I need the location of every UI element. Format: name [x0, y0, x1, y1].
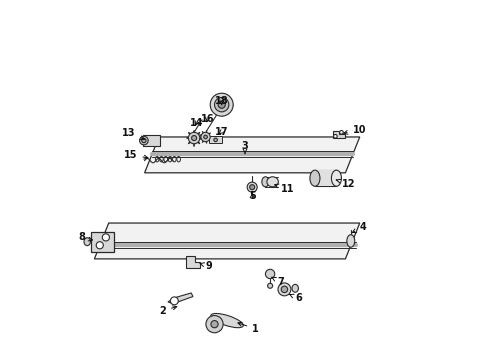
Circle shape — [334, 134, 337, 138]
Ellipse shape — [331, 170, 342, 186]
Text: 8: 8 — [78, 232, 93, 242]
Polygon shape — [168, 293, 193, 304]
Bar — [209, 136, 222, 143]
Circle shape — [142, 138, 146, 143]
Circle shape — [281, 286, 288, 293]
Ellipse shape — [347, 235, 355, 247]
Circle shape — [215, 98, 229, 112]
Circle shape — [206, 316, 223, 333]
Ellipse shape — [262, 177, 269, 187]
Circle shape — [340, 131, 343, 134]
Polygon shape — [145, 137, 360, 173]
Circle shape — [140, 136, 148, 145]
Text: 17: 17 — [215, 127, 228, 136]
Ellipse shape — [292, 284, 298, 292]
Circle shape — [278, 283, 291, 296]
Ellipse shape — [84, 238, 91, 246]
Text: 10: 10 — [344, 125, 366, 135]
Circle shape — [192, 135, 196, 140]
Text: 13: 13 — [122, 129, 145, 140]
Text: 3: 3 — [242, 141, 248, 154]
Text: 9: 9 — [200, 261, 212, 271]
Circle shape — [210, 93, 233, 116]
Circle shape — [211, 320, 218, 328]
Circle shape — [214, 138, 218, 141]
Bar — [315, 170, 337, 186]
Text: 5: 5 — [249, 191, 256, 201]
Circle shape — [247, 182, 257, 192]
Polygon shape — [186, 256, 200, 268]
Polygon shape — [333, 131, 344, 138]
Text: 16: 16 — [200, 114, 214, 124]
Circle shape — [171, 297, 178, 305]
Circle shape — [96, 242, 103, 249]
Text: 15: 15 — [124, 150, 148, 160]
Circle shape — [218, 101, 225, 108]
Text: 7: 7 — [272, 277, 284, 287]
Polygon shape — [95, 223, 360, 259]
Text: 6: 6 — [290, 293, 302, 303]
Circle shape — [204, 135, 207, 139]
Text: 14: 14 — [190, 118, 203, 128]
Bar — [143, 135, 160, 146]
Bar — [91, 231, 114, 252]
Text: 18: 18 — [215, 96, 228, 106]
Circle shape — [268, 283, 272, 288]
Text: 2: 2 — [159, 306, 177, 316]
Circle shape — [188, 132, 200, 144]
Circle shape — [102, 234, 109, 241]
Text: 11: 11 — [275, 184, 294, 194]
Text: 1: 1 — [238, 322, 259, 334]
Ellipse shape — [310, 170, 320, 186]
Circle shape — [201, 132, 210, 141]
Circle shape — [250, 185, 255, 190]
Circle shape — [266, 269, 275, 279]
Text: 4: 4 — [352, 222, 367, 233]
Ellipse shape — [267, 177, 278, 187]
Ellipse shape — [211, 314, 244, 328]
Text: 12: 12 — [336, 179, 355, 189]
